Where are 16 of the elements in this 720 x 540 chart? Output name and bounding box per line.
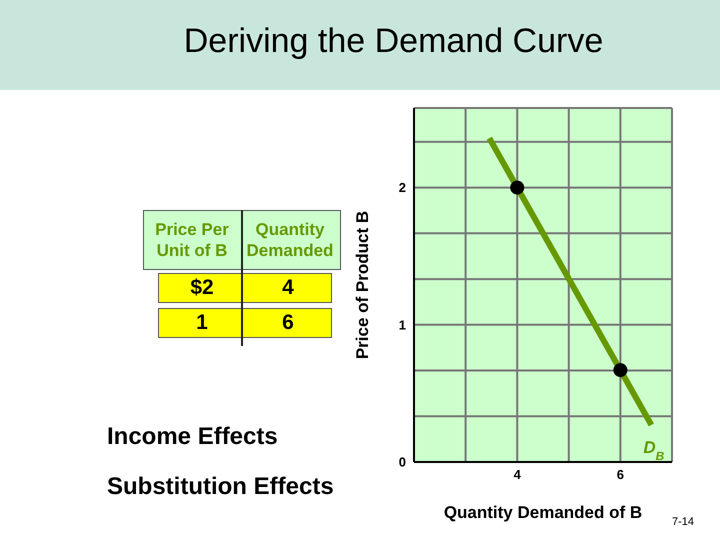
text: Quantity Demanded [246, 219, 334, 261]
text: Price Per Unit of B [154, 219, 230, 261]
y-tick-label: 0 [398, 454, 406, 470]
text: Income Effects [107, 423, 278, 451]
y-axis-title: Price of Product B [353, 210, 372, 360]
x-axis-title: Quantity Demanded of B [444, 503, 642, 522]
text: 4 [281, 276, 295, 300]
y-tick-label: 2 [398, 180, 406, 196]
chart-title: Deriving the Demand Curve [182, 22, 604, 61]
series-label: D$_{B}$ [643, 438, 665, 463]
y-tick-label: 1 [398, 317, 406, 332]
text: 6 [281, 311, 295, 335]
text: 1 [195, 311, 209, 335]
text: $2 [189, 276, 215, 300]
text: 7-14 [672, 516, 694, 528]
text: Substitution Effects [107, 473, 334, 501]
